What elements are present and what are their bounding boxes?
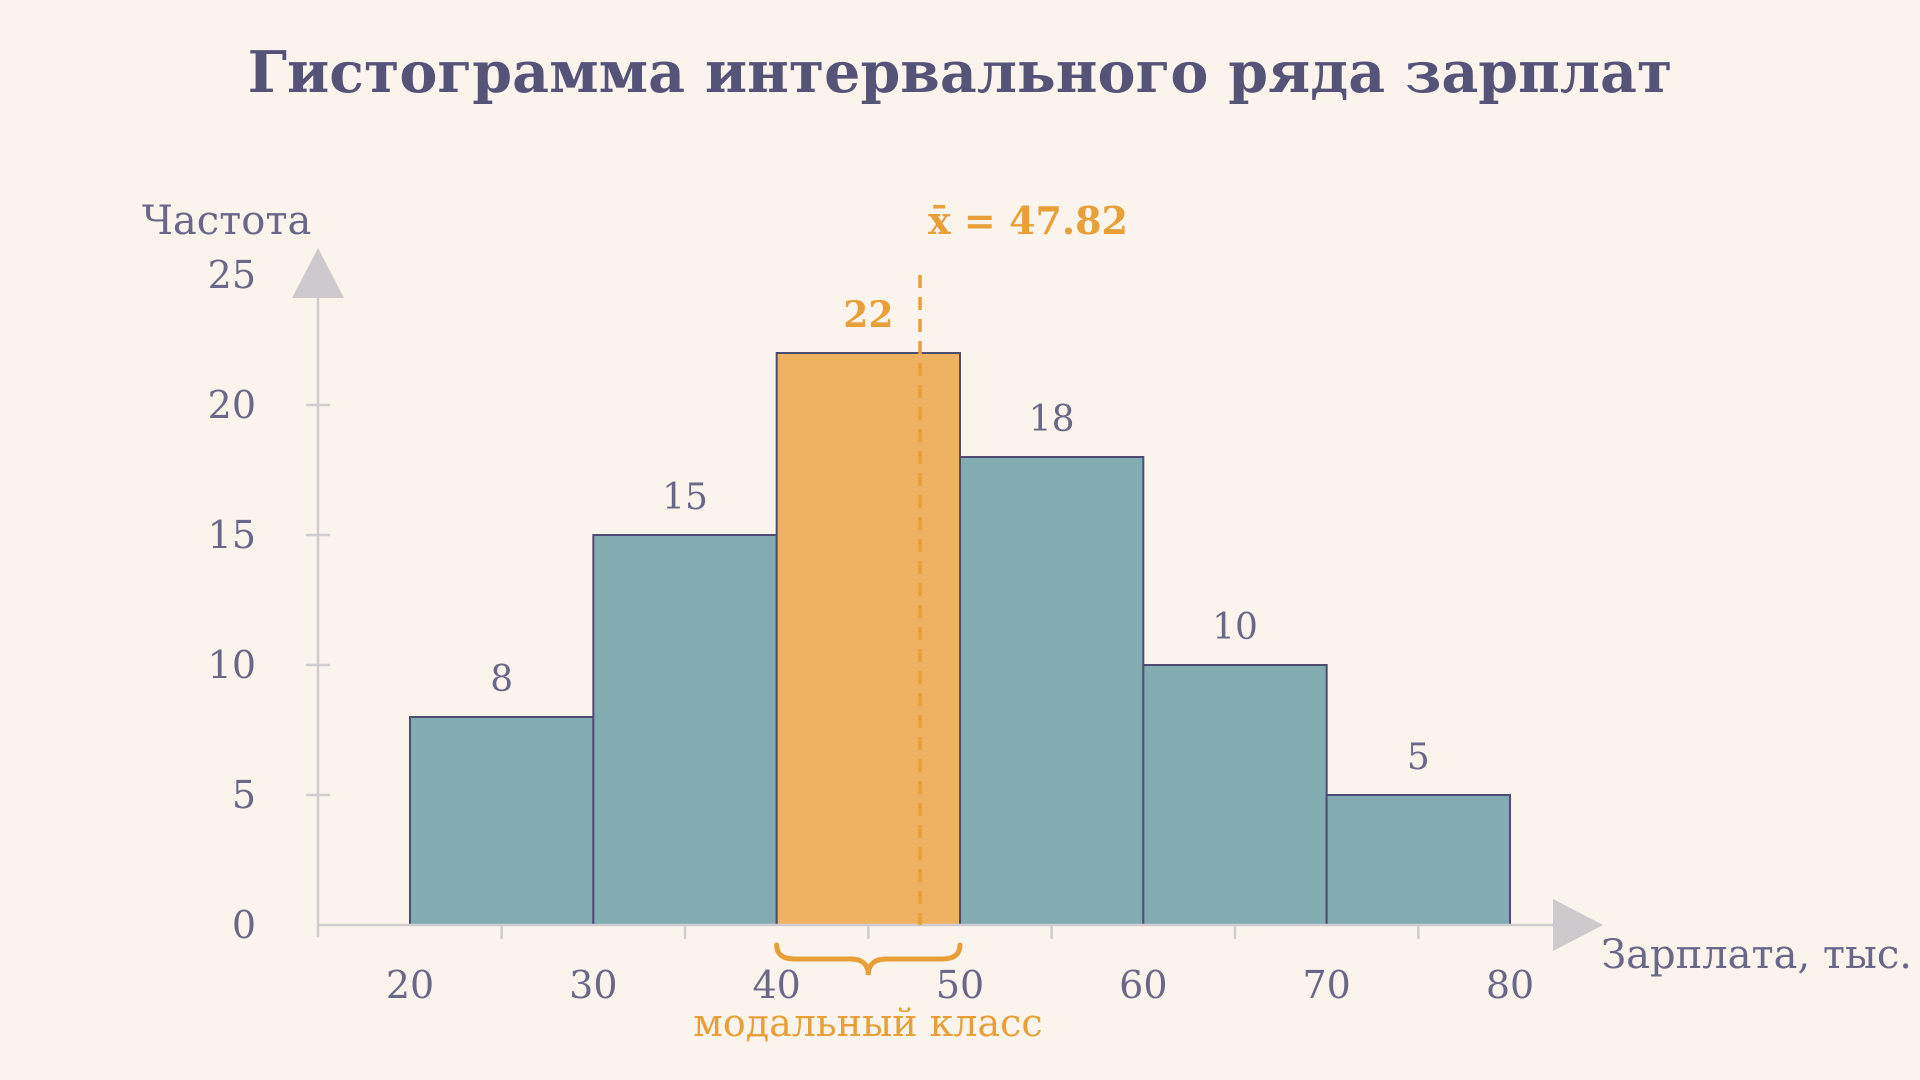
modal-class-label: модальный класс: [693, 1001, 1042, 1045]
y-tick-label: 15: [208, 513, 256, 557]
x-tick-label: 40: [752, 963, 800, 1007]
x-axis-label: Зарплата, тыс.: [1601, 932, 1912, 978]
bar-value-label: 15: [662, 477, 708, 518]
histogram-bar: [409, 716, 595, 926]
bar-value-label: 5: [1407, 737, 1430, 778]
y-tick-label: 0: [232, 903, 256, 947]
x-tick-label: 20: [386, 963, 434, 1007]
bar-value-label: 10: [1212, 607, 1258, 648]
y-tick-label: 25: [208, 253, 256, 297]
histogram-bar: [1142, 664, 1328, 926]
x-tick-label: 60: [1119, 963, 1167, 1007]
bar-value-label: 22: [843, 294, 893, 336]
x-tick-label: 50: [936, 963, 984, 1007]
histogram-bar: [592, 534, 778, 926]
labels-group: 8 15 22 18 10 5: [490, 275, 1430, 976]
histogram-bar: [775, 352, 962, 926]
bar-value-label: 8: [490, 659, 513, 700]
x-tick-label: 70: [1302, 963, 1350, 1007]
y-axis-arrow: [292, 248, 344, 298]
bar-value-label: 18: [1029, 399, 1075, 440]
x-axis-arrow: [1553, 899, 1603, 951]
y-tick-label: 10: [208, 643, 256, 687]
histogram-bar: [959, 456, 1145, 926]
bars-group: [409, 352, 1511, 926]
x-tick-label: 30: [569, 963, 617, 1007]
chart-title: Гистограмма интервального ряда зарплат: [248, 39, 1673, 106]
y-tick-label: 5: [232, 773, 256, 817]
y-axis-label: Частота: [142, 198, 311, 244]
axes-group: 0 5 10 15 20 25 20 30 40 50 60 70 80: [208, 248, 1603, 1007]
x-tick-label: 80: [1486, 963, 1534, 1007]
histogram-bar: [1325, 794, 1511, 926]
modal-class-brace: [774, 942, 963, 976]
mean-label: x̄ = 47.82: [928, 198, 1128, 243]
y-tick-label: 20: [208, 383, 256, 427]
